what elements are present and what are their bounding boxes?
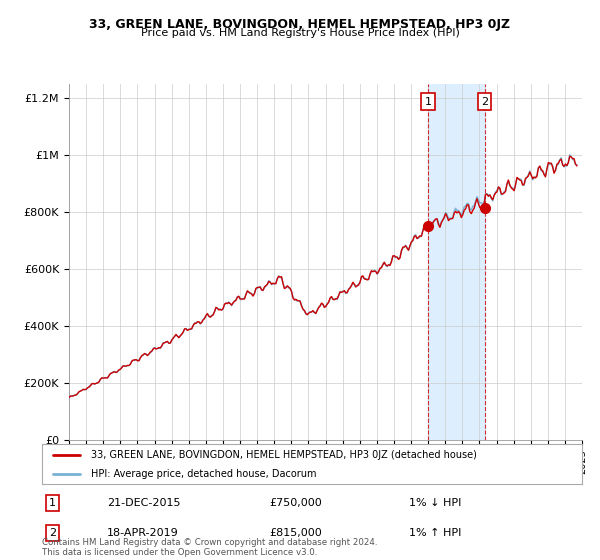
Bar xyxy=(428,84,485,440)
Text: £750,000: £750,000 xyxy=(269,498,322,508)
Text: 1: 1 xyxy=(425,97,431,107)
Text: 33, GREEN LANE, BOVINGDON, HEMEL HEMPSTEAD, HP3 0JZ: 33, GREEN LANE, BOVINGDON, HEMEL HEMPSTE… xyxy=(89,18,511,31)
Text: 1% ↑ HPI: 1% ↑ HPI xyxy=(409,528,461,538)
Text: 2: 2 xyxy=(49,528,56,538)
Text: 21-DEC-2015: 21-DEC-2015 xyxy=(107,498,181,508)
Text: 33, GREEN LANE, BOVINGDON, HEMEL HEMPSTEAD, HP3 0JZ (detached house): 33, GREEN LANE, BOVINGDON, HEMEL HEMPSTE… xyxy=(91,450,476,460)
Text: £815,000: £815,000 xyxy=(269,528,322,538)
Text: Contains HM Land Registry data © Crown copyright and database right 2024.
This d: Contains HM Land Registry data © Crown c… xyxy=(42,538,377,557)
Text: 2: 2 xyxy=(481,97,488,107)
Text: HPI: Average price, detached house, Dacorum: HPI: Average price, detached house, Daco… xyxy=(91,469,316,479)
Text: 18-APR-2019: 18-APR-2019 xyxy=(107,528,179,538)
Text: 1% ↓ HPI: 1% ↓ HPI xyxy=(409,498,461,508)
Text: Price paid vs. HM Land Registry's House Price Index (HPI): Price paid vs. HM Land Registry's House … xyxy=(140,28,460,38)
Bar xyxy=(577,84,582,440)
Text: 1: 1 xyxy=(49,498,56,508)
